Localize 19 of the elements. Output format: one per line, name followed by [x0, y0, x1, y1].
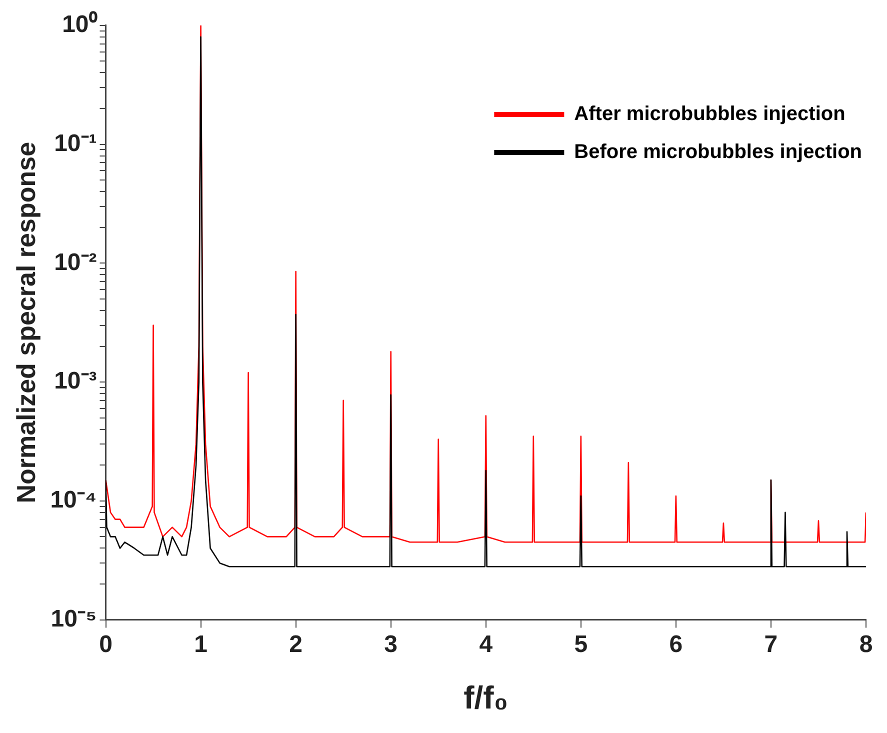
y-tick-label: 10⁻⁴ [50, 486, 97, 514]
x-tick-label: 2 [289, 630, 303, 658]
x-axis-title: f/f₀ [464, 680, 508, 716]
x-tick-label: 8 [859, 630, 873, 658]
x-tick-label: 5 [574, 630, 588, 658]
x-tick-label: 3 [384, 630, 398, 658]
y-tick-label: 10⁻² [54, 248, 97, 276]
x-tick-label: 0 [99, 630, 112, 658]
y-tick-label: 10⁻⁵ [50, 605, 97, 632]
x-tick-label: 4 [479, 630, 494, 658]
y-tick-label: 10⁻³ [54, 368, 97, 395]
x-tick-label: 6 [669, 630, 683, 658]
legend-label: Before microbubbles injection [574, 141, 862, 164]
y-axis-title: Normalized specral response [10, 142, 41, 504]
y-tick-label: 10⁰ [62, 11, 98, 38]
legend-label: After microbubbles injection [574, 103, 846, 126]
x-tick-label: 7 [764, 630, 778, 658]
x-tick-label: 1 [194, 630, 208, 658]
y-tick-label: 10⁻¹ [54, 130, 97, 157]
